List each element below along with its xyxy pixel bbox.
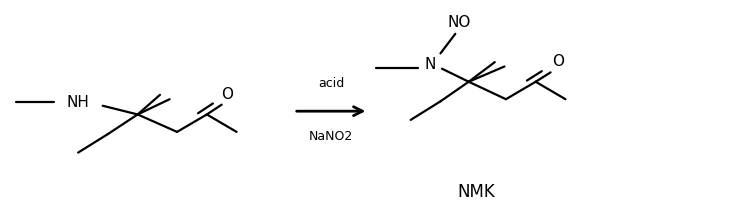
Text: NO: NO bbox=[447, 15, 471, 30]
Text: NaNO2: NaNO2 bbox=[309, 130, 353, 143]
Text: NH: NH bbox=[67, 95, 89, 110]
Text: O: O bbox=[221, 87, 233, 102]
Text: O: O bbox=[552, 54, 564, 69]
Text: acid: acid bbox=[318, 77, 344, 90]
Text: NMK: NMK bbox=[458, 183, 495, 201]
Text: N: N bbox=[424, 57, 436, 72]
